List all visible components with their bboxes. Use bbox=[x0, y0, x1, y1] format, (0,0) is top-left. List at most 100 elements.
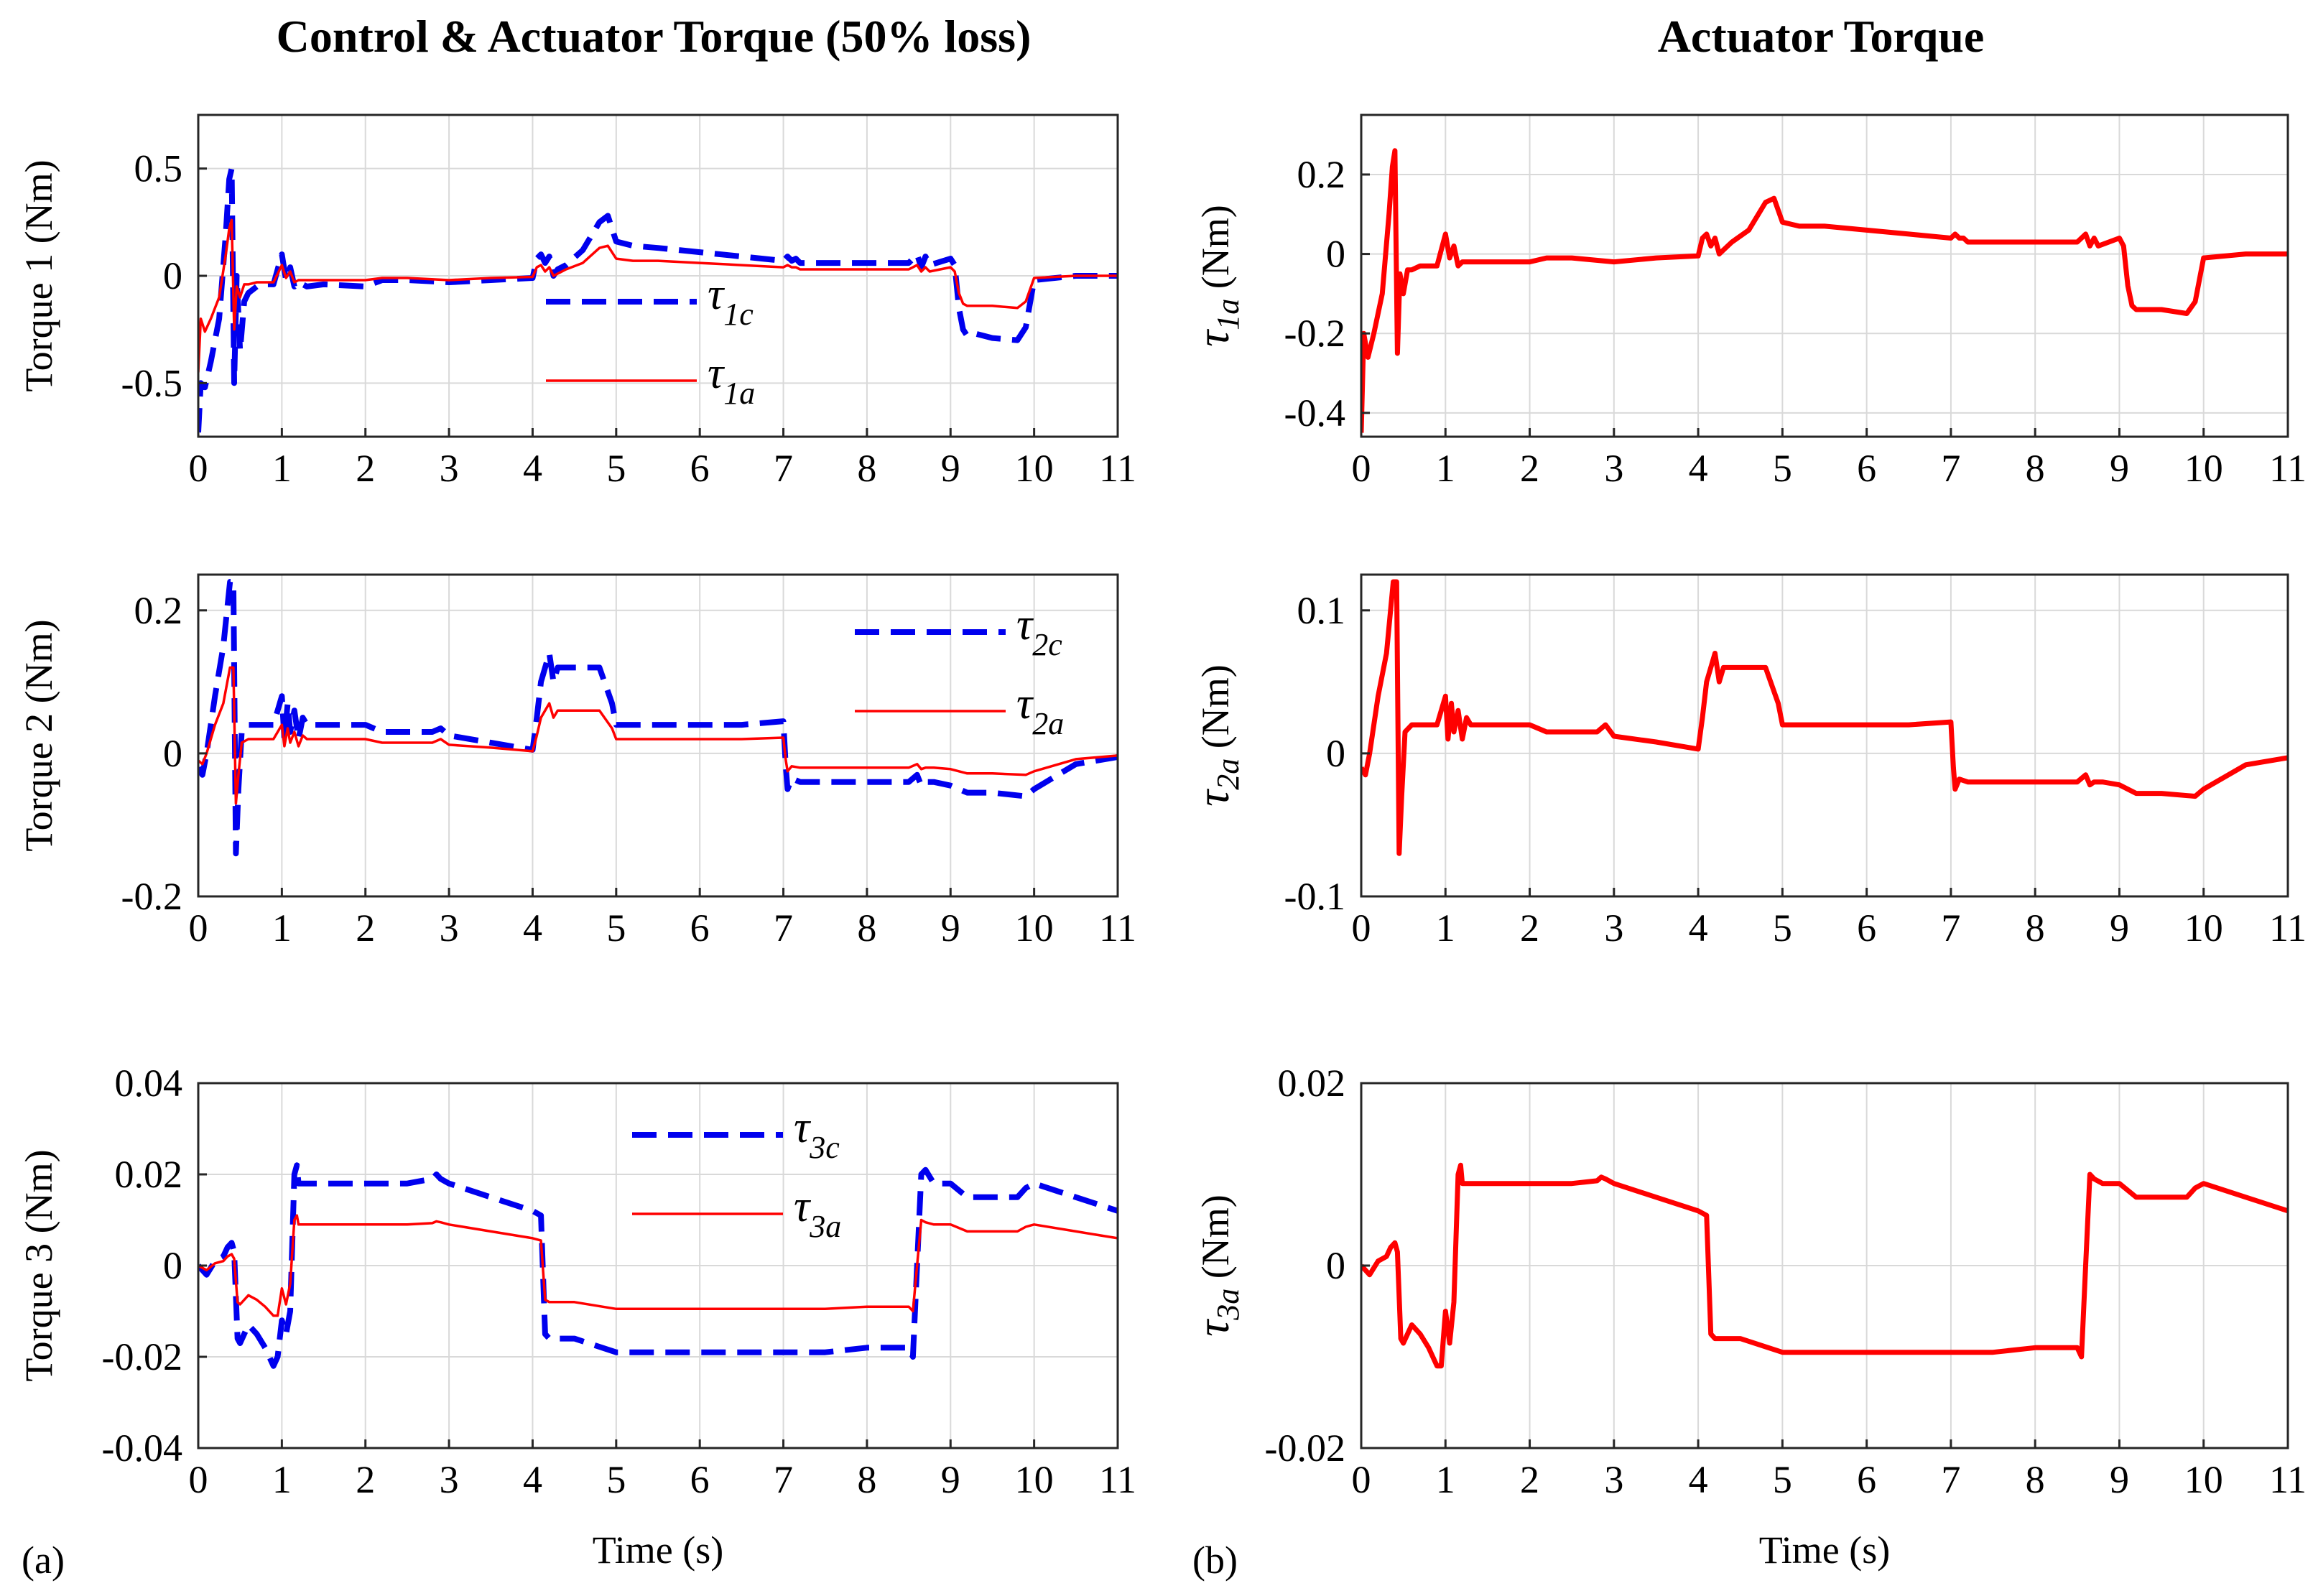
y-axis-label-unit: (Nm) bbox=[1194, 205, 1237, 298]
x-tick-label: 3 bbox=[440, 906, 459, 950]
legend-label-τ2a: τ2a bbox=[1016, 679, 1064, 741]
x-tick-label: 11 bbox=[1099, 1458, 1136, 1501]
x-tick-label: 1 bbox=[1436, 1458, 1455, 1501]
x-tick-label: 3 bbox=[1604, 906, 1623, 950]
y-axis-label-subscript: 3a bbox=[1210, 1289, 1246, 1321]
x-tick-label: 10 bbox=[1015, 1458, 1054, 1501]
x-tick-label: 7 bbox=[1941, 1458, 1960, 1501]
series-line-τ1a bbox=[1361, 148, 2288, 433]
x-tick-label: 7 bbox=[1941, 906, 1960, 950]
y-tick-label: 0 bbox=[1326, 1244, 1345, 1287]
x-tick-label: 11 bbox=[2269, 906, 2307, 950]
legend-symbol: τ bbox=[1016, 600, 1034, 649]
x-tick-label: 6 bbox=[690, 447, 710, 490]
x-tick-label: 6 bbox=[1857, 447, 1876, 490]
series-line-τ2a bbox=[1361, 579, 2288, 856]
x-tick-label: 8 bbox=[857, 447, 876, 490]
plot-frame bbox=[197, 573, 1119, 898]
chart-b1: 0 1 2 3 4 5 6 7 8 9 10 11 0.2 0 -0.2 -0.4 τ1a (Nm) bbox=[1187, 113, 2307, 490]
x-tick-label: 4 bbox=[523, 447, 542, 490]
y-tick-label: 0.2 bbox=[1297, 153, 1346, 196]
x-tick-label: 7 bbox=[774, 906, 793, 950]
x-tick-label: 2 bbox=[356, 1458, 375, 1501]
legend-symbol: τ bbox=[794, 1182, 812, 1231]
legend-symbol: τ bbox=[708, 349, 726, 398]
y-tick-label: -0.02 bbox=[1265, 1426, 1345, 1470]
x-tick-label: 2 bbox=[1520, 447, 1539, 490]
y-axis-label: τ2a (Nm) bbox=[1187, 664, 1246, 806]
x-tick-label: 2 bbox=[356, 447, 375, 490]
x-tick-label: 7 bbox=[774, 447, 793, 490]
x-tick-label: 11 bbox=[1099, 906, 1136, 950]
x-tick-label: 8 bbox=[857, 1458, 876, 1501]
y-axis-label: Torque 1 (Nm) bbox=[17, 159, 60, 391]
x-tick-label: 5 bbox=[1773, 447, 1792, 490]
x-axis-label: Time (s) bbox=[1759, 1528, 1891, 1572]
y-tick-label: -0.02 bbox=[102, 1335, 182, 1378]
x-tick-label: 4 bbox=[1689, 447, 1708, 490]
x-tick-label: 11 bbox=[2269, 1458, 2307, 1501]
legend-subscript: 3c bbox=[809, 1130, 840, 1165]
x-tick-label: 0 bbox=[1352, 447, 1371, 490]
x-tick-label: 2 bbox=[1520, 1458, 1539, 1501]
x-tick-label: 9 bbox=[2110, 906, 2129, 950]
x-tick-label: 0 bbox=[1352, 906, 1371, 950]
legend-label-τ1c: τ1c bbox=[708, 270, 754, 332]
y-tick-label: -0.2 bbox=[1284, 312, 1345, 355]
series-line-τ2a bbox=[198, 666, 1118, 805]
legend-subscript: 1c bbox=[723, 297, 754, 332]
series-line-τ1a bbox=[198, 218, 1118, 373]
y-axis-label-unit: (Nm) bbox=[1194, 664, 1237, 758]
y-tick-label: -0.5 bbox=[121, 361, 182, 404]
series-line-τ1c bbox=[198, 165, 1118, 433]
plot-frame bbox=[1360, 113, 2289, 438]
x-tick-label: 4 bbox=[1689, 1458, 1708, 1501]
legend-symbol: τ bbox=[708, 270, 726, 319]
legend-label-τ2c: τ2c bbox=[1016, 600, 1062, 662]
x-tick-label: 3 bbox=[1604, 447, 1623, 490]
y-axis-label-symbol: τ bbox=[1187, 789, 1238, 807]
x-tick-label: 11 bbox=[1099, 447, 1136, 490]
y-tick-label: 0.04 bbox=[115, 1062, 183, 1105]
y-tick-label: 0.1 bbox=[1297, 589, 1346, 632]
y-tick-label: -0.2 bbox=[121, 875, 182, 918]
legend-symbol: τ bbox=[794, 1103, 812, 1152]
x-tick-label: 2 bbox=[1520, 906, 1539, 950]
y-axis-label-subscript: 1a bbox=[1210, 299, 1246, 330]
plot-frame bbox=[1360, 573, 2289, 898]
x-tick-label: 5 bbox=[606, 1458, 626, 1501]
x-tick-label: 9 bbox=[2110, 1458, 2129, 1501]
x-tick-label: 8 bbox=[2026, 447, 2045, 490]
x-tick-label: 4 bbox=[1689, 906, 1708, 950]
chart-a3: 0 1 2 3 4 5 6 7 8 9 10 11 0.04 0.02 0 -0.02 -0.04 Torque … bbox=[17, 1062, 1136, 1572]
x-tick-label: 10 bbox=[2184, 1458, 2223, 1501]
x-tick-label: 10 bbox=[2184, 906, 2223, 950]
x-tick-label: 9 bbox=[2110, 447, 2129, 490]
y-axis-label: Torque 2 (Nm) bbox=[17, 619, 60, 851]
y-tick-label: 0 bbox=[163, 1244, 182, 1287]
x-tick-label: 3 bbox=[1604, 1458, 1623, 1501]
legend-symbol: τ bbox=[1016, 679, 1034, 728]
x-tick-label: 8 bbox=[857, 906, 876, 950]
series-line-τ3c bbox=[198, 1162, 1118, 1369]
panel-label-a: (a) bbox=[22, 1539, 65, 1582]
y-axis-label: τ3a (Nm) bbox=[1187, 1194, 1246, 1336]
x-tick-label: 5 bbox=[606, 447, 626, 490]
x-tick-label: 11 bbox=[2269, 447, 2307, 490]
x-tick-label: 6 bbox=[1857, 906, 1876, 950]
x-tick-label: 6 bbox=[1857, 1458, 1876, 1501]
y-tick-label: 0.2 bbox=[134, 589, 183, 632]
y-axis-label-unit: (Nm) bbox=[1194, 1194, 1237, 1288]
legend-label-τ3c: τ3c bbox=[794, 1103, 840, 1165]
x-tick-label: 1 bbox=[272, 906, 292, 950]
y-axis-label: τ1a (Nm) bbox=[1187, 205, 1246, 346]
series-line-τ2c bbox=[198, 579, 1118, 857]
x-axis-label: Time (s) bbox=[593, 1528, 724, 1572]
x-tick-label: 8 bbox=[2026, 1458, 2045, 1501]
title-a: Control & Actuator Torque (50% loss) bbox=[277, 11, 1032, 62]
x-tick-label: 8 bbox=[2026, 906, 2045, 950]
x-tick-label: 4 bbox=[523, 906, 542, 950]
